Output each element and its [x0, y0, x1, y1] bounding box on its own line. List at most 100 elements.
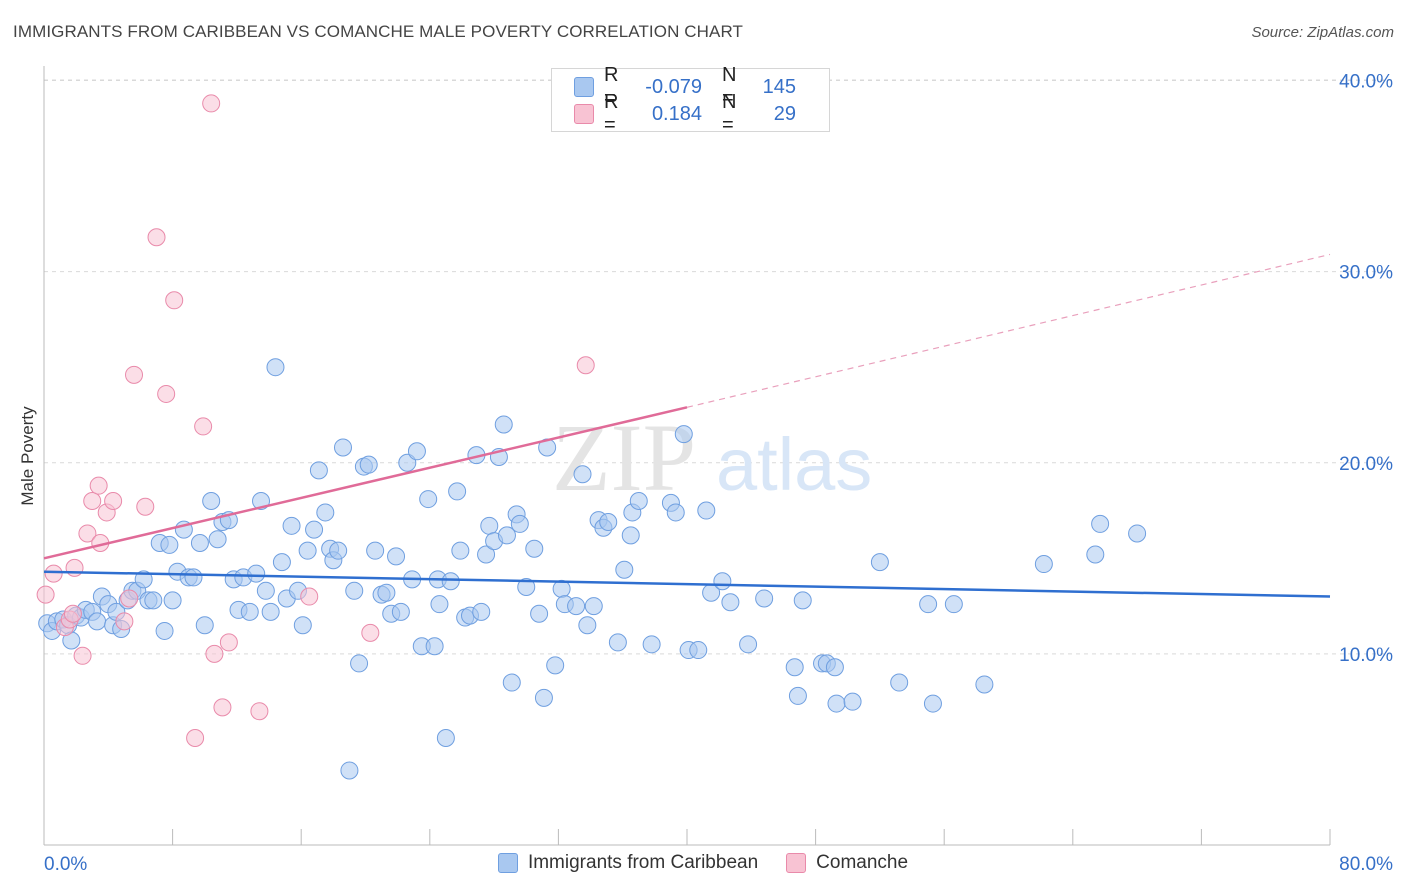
- point-caribbean: [739, 635, 758, 654]
- point-caribbean: [316, 503, 335, 522]
- series-legend-caribbean: Immigrants from Caribbean: [497, 852, 758, 874]
- point-caribbean: [615, 560, 634, 579]
- point-caribbean: [689, 641, 708, 660]
- point-caribbean: [293, 616, 312, 635]
- point-comanche: [219, 633, 238, 652]
- point-comanche: [83, 491, 102, 510]
- point-comanche: [147, 228, 166, 247]
- legend-r-label: R =: [604, 91, 619, 136]
- point-caribbean: [497, 526, 516, 545]
- point-caribbean: [629, 491, 648, 510]
- legend-n-value: 29: [773, 102, 796, 125]
- point-caribbean: [923, 694, 942, 713]
- point-caribbean: [788, 686, 807, 705]
- series-legend: Immigrants from Caribbean Comanche: [0, 852, 1406, 874]
- point-comanche: [250, 702, 269, 721]
- point-comanche: [576, 356, 595, 375]
- point-caribbean: [134, 570, 153, 589]
- legend-row-caribbean: R = -0.079 N = 145: [574, 64, 796, 109]
- point-caribbean: [247, 564, 266, 583]
- source-label: Source: ZipAtlas.com: [1251, 24, 1394, 41]
- watermark-atlas: atlas: [716, 423, 872, 506]
- point-caribbean: [472, 602, 491, 621]
- y-tick-label: 30.0%: [1339, 263, 1393, 284]
- point-caribbean: [184, 568, 203, 587]
- trend-line-comanche: [43, 406, 688, 560]
- trend-lines: [43, 253, 1331, 598]
- data-points: [36, 94, 1147, 780]
- point-caribbean: [666, 503, 685, 522]
- point-comanche: [65, 558, 84, 577]
- point-caribbean: [721, 593, 740, 612]
- point-caribbean: [1091, 514, 1110, 533]
- x-tick-label: 80.0%: [1339, 854, 1393, 875]
- legend-swatch-comanche: [574, 104, 594, 124]
- point-caribbean: [329, 541, 348, 560]
- point-caribbean: [266, 358, 285, 377]
- point-comanche: [157, 384, 176, 403]
- point-caribbean: [919, 595, 938, 614]
- point-comanche: [361, 623, 380, 642]
- point-caribbean: [674, 425, 693, 444]
- point-caribbean: [494, 415, 513, 434]
- point-comanche: [213, 698, 232, 717]
- point-caribbean: [298, 541, 317, 560]
- point-caribbean: [827, 694, 846, 713]
- point-caribbean: [477, 545, 496, 564]
- point-caribbean: [573, 465, 592, 484]
- chart-title: IMMIGRANTS FROM CARIBBEAN VS COMANCHE MA…: [13, 22, 744, 41]
- series-swatch-caribbean: [497, 853, 518, 873]
- trend-line-caribbean: [43, 570, 1331, 598]
- point-caribbean: [441, 572, 460, 591]
- point-caribbean: [430, 595, 449, 614]
- point-caribbean: [436, 728, 455, 747]
- point-comanche: [78, 524, 97, 543]
- point-caribbean: [793, 591, 812, 610]
- point-caribbean: [621, 526, 640, 545]
- point-caribbean: [350, 654, 369, 673]
- grid-lines: [44, 79, 1392, 655]
- point-comanche: [44, 564, 63, 583]
- watermark: ZIP atlas: [552, 404, 872, 511]
- point-caribbean: [377, 583, 396, 602]
- point-caribbean: [272, 553, 291, 572]
- point-caribbean: [567, 597, 586, 616]
- axes: [43, 66, 1331, 846]
- y-tick-label: 40.0%: [1339, 72, 1393, 93]
- series-label-comanche: Comanche: [816, 852, 909, 873]
- point-caribbean: [1034, 555, 1053, 574]
- point-caribbean: [419, 490, 438, 509]
- point-caribbean: [88, 612, 107, 631]
- point-caribbean: [448, 482, 467, 501]
- point-caribbean: [502, 673, 521, 692]
- trend-extension-comanche: [686, 253, 1331, 408]
- point-comanche: [165, 291, 184, 310]
- point-caribbean: [713, 572, 732, 591]
- point-caribbean: [366, 541, 385, 560]
- y-tick-label: 10.0%: [1339, 645, 1393, 666]
- point-caribbean: [163, 591, 182, 610]
- point-comanche: [36, 585, 55, 604]
- point-comanche: [136, 497, 155, 516]
- point-caribbean: [1086, 545, 1105, 564]
- legend-n-label: N =: [722, 91, 737, 136]
- point-caribbean: [240, 602, 259, 621]
- point-caribbean: [517, 577, 536, 596]
- point-caribbean: [608, 633, 627, 652]
- point-caribbean: [345, 581, 364, 600]
- point-caribbean: [944, 595, 963, 614]
- point-caribbean: [425, 637, 444, 656]
- point-caribbean: [195, 616, 214, 635]
- point-caribbean: [642, 635, 661, 654]
- point-caribbean: [398, 453, 417, 472]
- legend-n-value: 145: [762, 75, 796, 98]
- point-caribbean: [359, 455, 378, 474]
- point-caribbean: [546, 656, 565, 675]
- series-swatch-comanche: [786, 853, 807, 873]
- legend-n-label: N =: [722, 64, 737, 109]
- point-comanche: [115, 612, 134, 631]
- point-caribbean: [391, 602, 410, 621]
- correlation-legend: R = -0.079 N = 145 R = 0.184 N = 29: [551, 64, 830, 136]
- point-caribbean: [525, 539, 544, 558]
